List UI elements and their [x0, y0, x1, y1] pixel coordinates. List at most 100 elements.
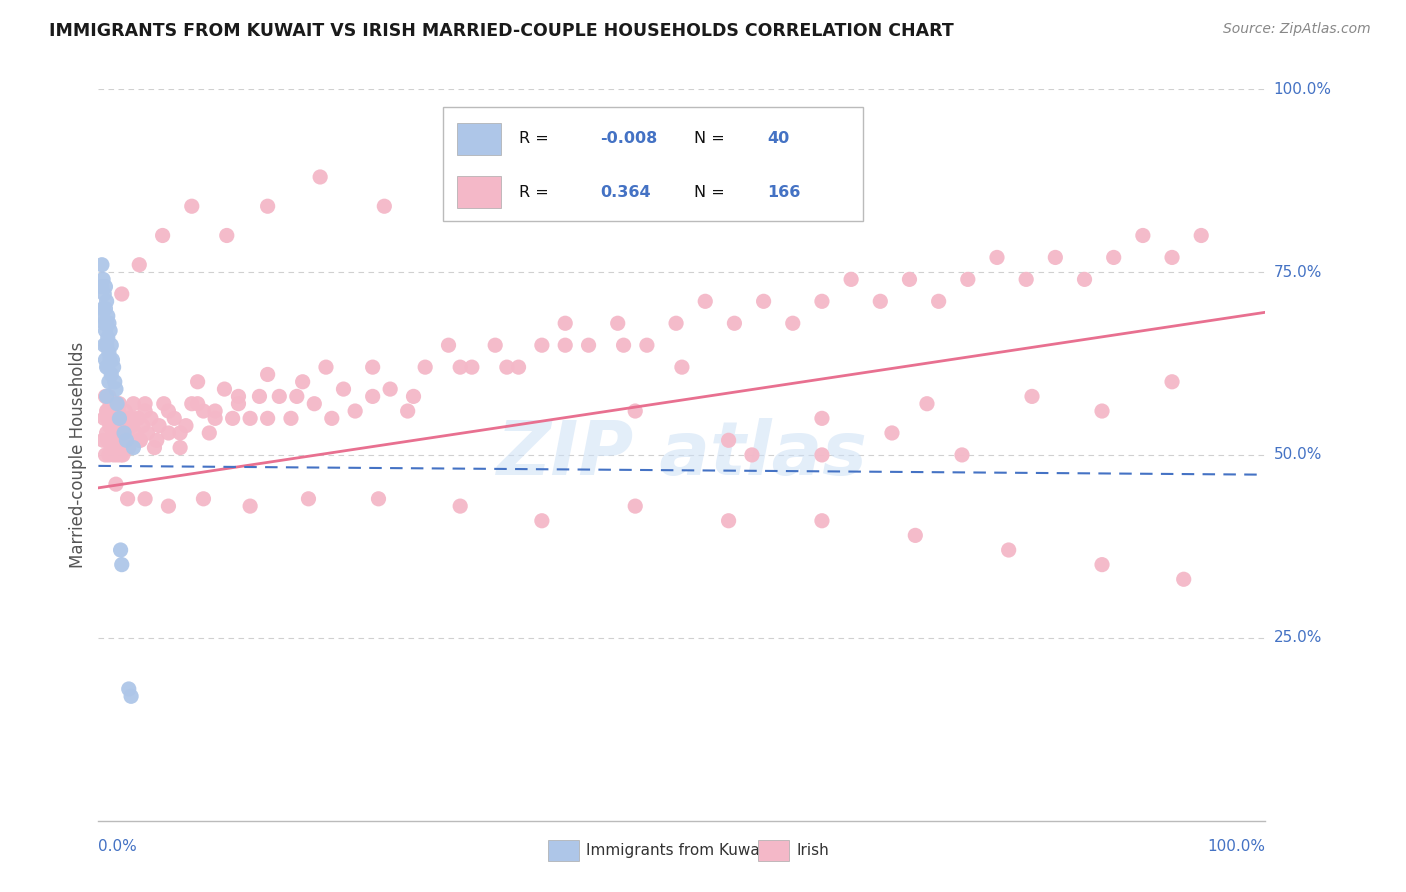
Point [91, 272, 114, 286]
Point [449, 499, 471, 513]
Point [112, 425, 135, 440]
Point [118, 441, 141, 455]
Point [811, 514, 834, 528]
Point [118, 681, 141, 696]
Point [898, 272, 921, 286]
FancyBboxPatch shape [758, 840, 789, 861]
Point [114, 404, 136, 418]
Point [115, 434, 138, 448]
Point [101, 352, 124, 367]
Point [121, 418, 143, 433]
Point [94, 352, 117, 367]
Point [1091, 404, 1114, 418]
Point [111, 411, 134, 425]
Point [484, 338, 506, 352]
Point [104, 397, 127, 411]
Point [104, 418, 127, 433]
Y-axis label: Married-couple Households: Married-couple Households [69, 342, 87, 568]
Point [839, 272, 862, 286]
Text: IMMIGRANTS FROM KUWAIT VS IRISH MARRIED-COUPLE HOUSEHOLDS CORRELATION CHART: IMMIGRANTS FROM KUWAIT VS IRISH MARRIED-… [49, 22, 953, 40]
Point [97, 404, 120, 418]
Point [380, 382, 402, 396]
Point [103, 448, 125, 462]
Point [367, 491, 389, 506]
Point [97, 389, 120, 403]
Point [1015, 272, 1038, 286]
Point [104, 477, 127, 491]
Point [811, 411, 834, 425]
Text: 0.0%: 0.0% [98, 839, 138, 855]
Text: Immigrants from Kuwait: Immigrants from Kuwait [586, 843, 770, 858]
Point [1173, 572, 1195, 586]
Point [1132, 228, 1154, 243]
Point [111, 287, 134, 301]
Point [1161, 251, 1184, 265]
Point [93, 316, 115, 330]
Point [269, 389, 291, 403]
Point [915, 397, 938, 411]
Point [1189, 228, 1212, 243]
Point [193, 491, 215, 506]
Point [1021, 389, 1043, 403]
Point [174, 418, 197, 433]
Point [120, 690, 142, 704]
Point [97, 360, 120, 375]
Point [94, 279, 117, 293]
Point [880, 425, 903, 440]
Point [97, 331, 120, 345]
Point [361, 360, 384, 375]
Point [309, 169, 332, 184]
Point [108, 411, 131, 425]
Point [111, 434, 134, 448]
Point [143, 441, 166, 455]
Point [344, 404, 367, 418]
Point [198, 425, 221, 440]
Point [104, 441, 127, 455]
Point [221, 411, 243, 425]
Point [157, 499, 180, 513]
Point [129, 434, 152, 448]
Point [291, 375, 314, 389]
Point [148, 418, 170, 433]
Point [741, 448, 763, 462]
Point [204, 404, 226, 418]
Text: -0.008: -0.008 [600, 131, 658, 146]
Point [98, 418, 121, 433]
Point [108, 434, 131, 448]
Point [108, 397, 131, 411]
Point [91, 301, 114, 316]
Point [104, 425, 127, 440]
Point [98, 324, 121, 338]
Point [97, 316, 120, 330]
Point [332, 382, 354, 396]
Point [134, 397, 156, 411]
Point [125, 425, 148, 440]
Point [96, 404, 118, 418]
Point [98, 397, 121, 411]
Point [187, 375, 209, 389]
Text: 100.0%: 100.0% [1274, 82, 1331, 96]
Point [103, 360, 125, 375]
Point [163, 411, 186, 425]
Text: 50.0%: 50.0% [1274, 448, 1322, 462]
Text: 25.0%: 25.0% [1274, 631, 1322, 645]
Point [117, 434, 139, 448]
Point [120, 434, 142, 448]
Point [752, 294, 775, 309]
Point [228, 397, 250, 411]
Point [157, 404, 180, 418]
Point [104, 375, 127, 389]
Text: R =: R = [519, 185, 554, 200]
Point [94, 448, 117, 462]
Point [496, 360, 519, 375]
Point [530, 338, 553, 352]
Point [256, 199, 278, 213]
Point [134, 404, 156, 418]
Point [361, 389, 384, 403]
FancyBboxPatch shape [457, 177, 501, 209]
Point [105, 425, 128, 440]
Point [214, 382, 236, 396]
Point [152, 397, 174, 411]
Point [90, 309, 112, 323]
FancyBboxPatch shape [548, 840, 579, 861]
